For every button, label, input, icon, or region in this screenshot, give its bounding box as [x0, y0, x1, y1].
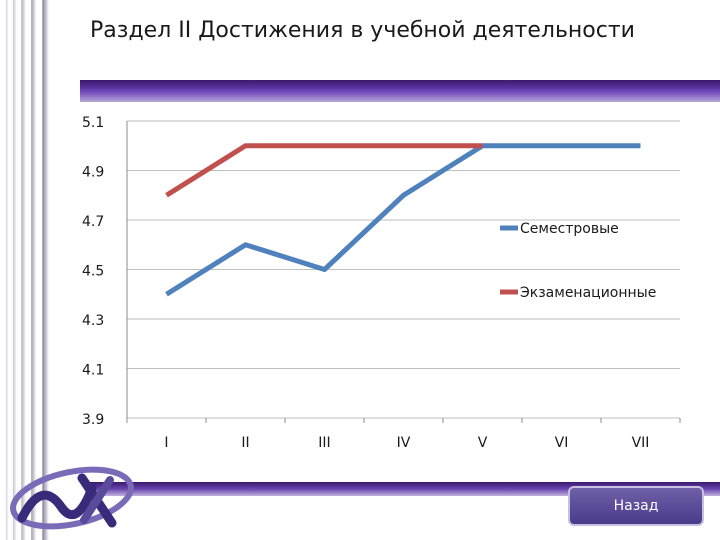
back-button[interactable]: Назад — [568, 486, 704, 526]
y-tick-label: 3.9 — [82, 412, 104, 428]
legend-label: Экзаменационные — [520, 285, 656, 301]
bottom-decorative-bar — [90, 482, 720, 496]
x-tick-label: VII — [632, 435, 650, 451]
page-title: Раздел II Достижения в учебной деятельно… — [90, 18, 635, 43]
y-tick-label: 4.5 — [82, 264, 104, 280]
x-tick-label: VI — [555, 435, 569, 451]
y-tick-label: 4.1 — [82, 363, 104, 379]
series-line — [165, 143, 483, 198]
x-tick-label: III — [318, 435, 330, 451]
x-tick-label: IV — [397, 435, 411, 451]
y-tick-label: 4.3 — [82, 313, 104, 329]
legend-label: Семестровые — [520, 221, 619, 237]
y-tick-label: 4.9 — [82, 165, 104, 181]
x-tick-label: V — [478, 435, 488, 451]
y-tick-label: 4.7 — [82, 214, 104, 230]
y-tick-label: 5.1 — [82, 115, 104, 131]
series-line — [165, 143, 641, 297]
school-logo-icon — [10, 466, 134, 530]
top-decorative-bar — [80, 80, 720, 102]
left-decorative-frame — [0, 0, 70, 540]
x-tick-label: I — [164, 435, 168, 451]
x-tick-label: II — [241, 435, 249, 451]
